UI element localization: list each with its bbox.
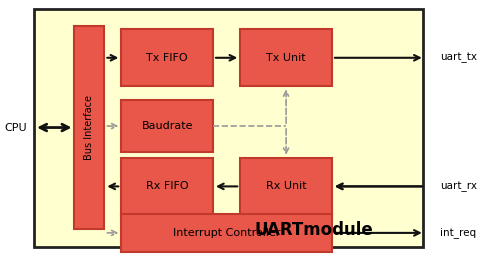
Text: Tx Unit: Tx Unit	[266, 53, 306, 63]
Text: Interrupt Controller: Interrupt Controller	[173, 228, 280, 238]
Text: uart_rx: uart_rx	[440, 181, 477, 192]
Bar	[121, 214, 332, 252]
Bar	[121, 29, 213, 86]
Text: Baudrate: Baudrate	[142, 121, 193, 131]
Bar	[74, 26, 105, 229]
Bar	[240, 158, 332, 215]
Text: CPU: CPU	[4, 122, 27, 133]
Text: Rx FIFO: Rx FIFO	[146, 181, 189, 191]
Text: UARTmodule: UARTmodule	[254, 221, 373, 239]
Text: Tx FIFO: Tx FIFO	[146, 53, 188, 63]
Bar	[34, 9, 423, 247]
Bar	[121, 158, 213, 215]
Bar	[121, 100, 213, 152]
Text: Rx Unit: Rx Unit	[266, 181, 306, 191]
Bar	[240, 29, 332, 86]
Text: uart_tx: uart_tx	[440, 52, 477, 63]
Text: int_req: int_req	[440, 227, 476, 238]
Text: Bus Interface: Bus Interface	[84, 95, 95, 160]
